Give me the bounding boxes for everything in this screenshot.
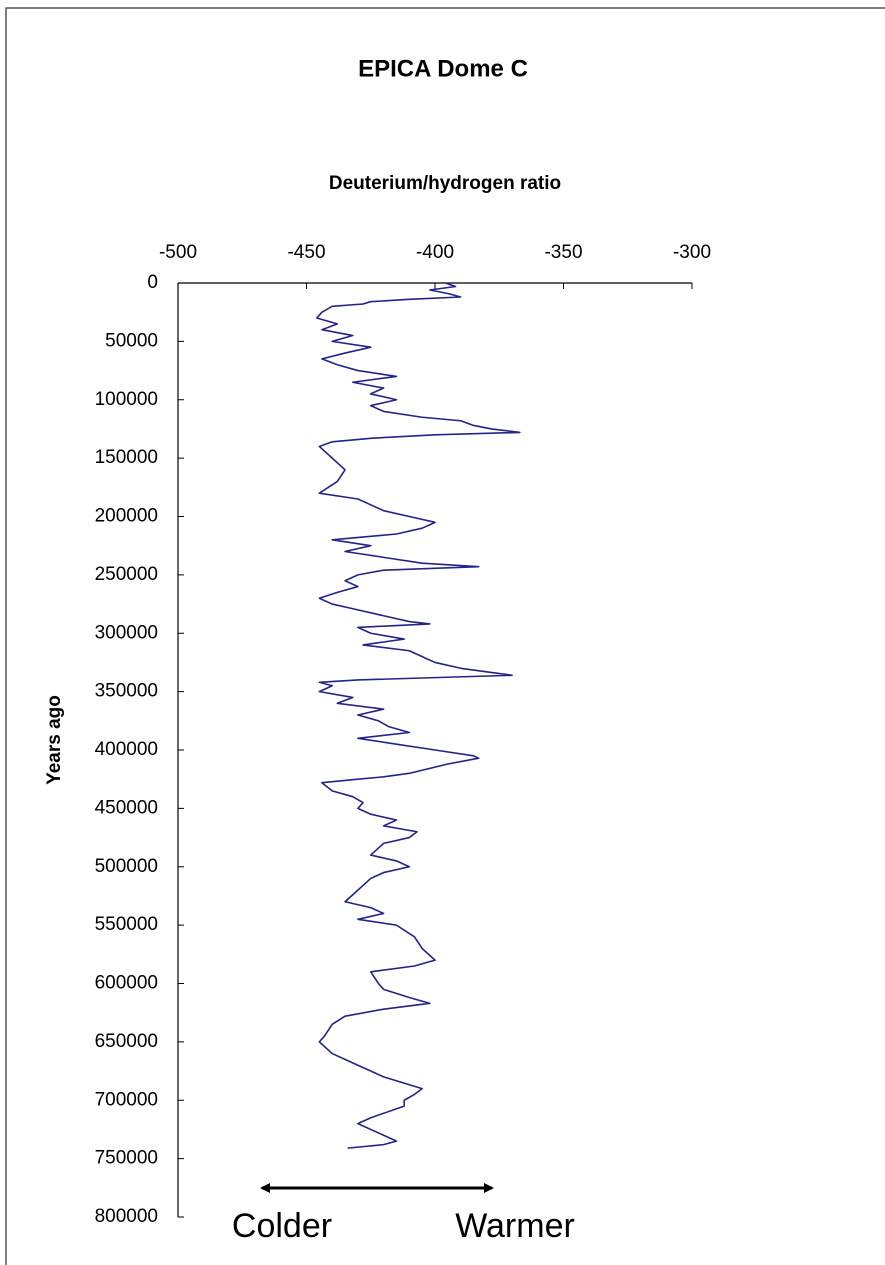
y-tick-label: 700000	[95, 1089, 158, 1110]
x-tick-label: -350	[544, 242, 582, 263]
chart-title: EPICA Dome C	[358, 55, 528, 82]
data-line	[315, 282, 521, 1149]
y-tick-label: 100000	[95, 389, 158, 410]
y-tick-label: 250000	[95, 564, 158, 585]
x-tick-label: -450	[287, 242, 325, 263]
y-tick-label: 300000	[95, 622, 158, 643]
y-tick-label: 50000	[105, 330, 158, 351]
y-tick-label: 500000	[95, 856, 158, 877]
axis-title: Years ago	[44, 695, 65, 785]
frame	[5, 7, 885, 1265]
y-tick-label: 200000	[95, 506, 158, 527]
y-tick-label: 350000	[95, 681, 158, 702]
y-tick-label: 0	[147, 272, 158, 293]
axis-title: Deuterium/hydrogen ratio	[329, 173, 561, 194]
y-tick-label: 400000	[95, 739, 158, 760]
y-tick-label: 550000	[95, 914, 158, 935]
y-tick-label: 150000	[95, 447, 158, 468]
y-tick-label: 650000	[95, 1031, 158, 1052]
x-tick-label: -500	[159, 242, 197, 263]
annotation: Warmer	[455, 1207, 575, 1245]
x-tick-label: -300	[673, 242, 711, 263]
y-tick-label: 450000	[95, 797, 158, 818]
x-tick-label: -400	[416, 242, 454, 263]
annotation: Colder	[232, 1207, 332, 1245]
y-tick-label: 800000	[95, 1206, 158, 1227]
y-tick-label: 600000	[95, 973, 158, 994]
y-tick-label: 750000	[95, 1148, 158, 1169]
